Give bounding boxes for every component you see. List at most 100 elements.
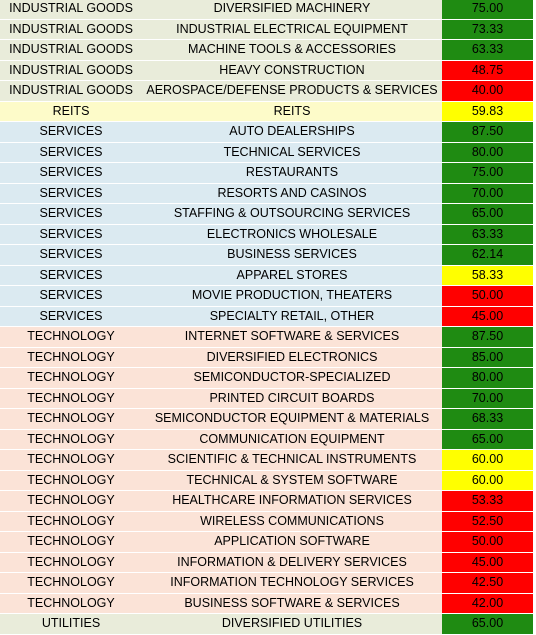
sector-cell[interactable]: TECHNOLOGY xyxy=(0,326,142,348)
sector-cell[interactable]: SERVICES xyxy=(0,142,142,163)
table-row: SERVICES AUTO DEALERSHIPS 87.50 xyxy=(0,121,533,143)
score-cell[interactable]: 45.00 xyxy=(442,552,533,573)
sector-cell[interactable]: INDUSTRIAL GOODS xyxy=(0,80,142,102)
industry-cell[interactable]: HEALTHCARE INFORMATION SERVICES xyxy=(142,490,442,512)
industry-cell[interactable]: ELECTRONICS WHOLESALE xyxy=(142,224,442,245)
industry-cell[interactable]: DIVERSIFIED MACHINERY xyxy=(142,0,442,20)
industry-cell[interactable]: STAFFING & OUTSOURCING SERVICES xyxy=(142,203,442,225)
score-cell[interactable]: 68.33 xyxy=(442,408,533,430)
sector-cell[interactable]: SERVICES xyxy=(0,244,142,266)
industry-cell[interactable]: BUSINESS SERVICES xyxy=(142,244,442,266)
sector-cell[interactable]: TECHNOLOGY xyxy=(0,367,142,389)
sector-cell[interactable]: REITS xyxy=(0,101,142,122)
sector-cell[interactable]: TECHNOLOGY xyxy=(0,449,142,471)
score-cell[interactable]: 52.50 xyxy=(442,511,533,532)
table-row: SERVICES ELECTRONICS WHOLESALE 63.33 xyxy=(0,224,533,245)
sector-cell[interactable]: TECHNOLOGY xyxy=(0,408,142,430)
score-cell[interactable]: 45.00 xyxy=(442,306,533,327)
industry-cell[interactable]: SPECIALTY RETAIL, OTHER xyxy=(142,306,442,327)
score-cell[interactable]: 42.00 xyxy=(442,593,533,614)
score-cell[interactable]: 50.00 xyxy=(442,285,533,307)
score-cell[interactable]: 65.00 xyxy=(442,203,533,225)
industry-cell[interactable]: HEAVY CONSTRUCTION xyxy=(142,60,442,81)
sector-cell[interactable]: TECHNOLOGY xyxy=(0,388,142,409)
industry-cell[interactable]: DIVERSIFIED UTILITIES xyxy=(142,613,442,635)
industry-cell[interactable]: WIRELESS COMMUNICATIONS xyxy=(142,511,442,532)
table-row: TECHNOLOGY HEALTHCARE INFORMATION SERVICE… xyxy=(0,490,533,512)
score-cell[interactable]: 80.00 xyxy=(442,142,533,163)
industry-cell[interactable]: MOVIE PRODUCTION, THEATERS xyxy=(142,285,442,307)
score-cell[interactable]: 85.00 xyxy=(442,347,533,368)
table-row: SERVICES RESTAURANTS 75.00 xyxy=(0,162,533,184)
score-cell[interactable]: 87.50 xyxy=(442,326,533,348)
industry-cell[interactable]: SEMICONDUCTOR-SPECIALIZED xyxy=(142,367,442,389)
sector-cell[interactable]: INDUSTRIAL GOODS xyxy=(0,19,142,40)
industry-cell[interactable]: AEROSPACE/DEFENSE PRODUCTS & SERVICES xyxy=(142,80,442,102)
industry-cell[interactable]: AUTO DEALERSHIPS xyxy=(142,121,442,143)
table-row: TECHNOLOGY INFORMATION TECHNOLOGY SERVICE… xyxy=(0,572,533,594)
sector-cell[interactable]: UTILITIES xyxy=(0,613,142,635)
score-cell[interactable]: 87.50 xyxy=(442,121,533,143)
score-cell[interactable]: 70.00 xyxy=(442,388,533,409)
industry-cell[interactable]: SEMICONDUCTOR EQUIPMENT & MATERIALS xyxy=(142,408,442,430)
score-cell[interactable]: 50.00 xyxy=(442,531,533,553)
score-cell[interactable]: 58.33 xyxy=(442,265,533,286)
industry-cell[interactable]: TECHNICAL & SYSTEM SOFTWARE xyxy=(142,470,442,491)
industry-cell[interactable]: BUSINESS SOFTWARE & SERVICES xyxy=(142,593,442,614)
score-cell[interactable]: 63.33 xyxy=(442,39,533,61)
score-cell[interactable]: 48.75 xyxy=(442,60,533,81)
sector-cell[interactable]: INDUSTRIAL GOODS xyxy=(0,39,142,61)
sector-cell[interactable]: TECHNOLOGY xyxy=(0,490,142,512)
sector-cell[interactable]: INDUSTRIAL GOODS xyxy=(0,0,142,20)
score-cell[interactable]: 80.00 xyxy=(442,367,533,389)
score-cell[interactable]: 60.00 xyxy=(442,449,533,471)
sector-cell[interactable]: TECHNOLOGY xyxy=(0,552,142,573)
score-cell[interactable]: 62.14 xyxy=(442,244,533,266)
industry-cell[interactable]: REITS xyxy=(142,101,442,122)
sector-cell[interactable]: SERVICES xyxy=(0,183,142,204)
score-cell[interactable]: 75.00 xyxy=(442,162,533,184)
industry-cell[interactable]: SCIENTIFIC & TECHNICAL INSTRUMENTS xyxy=(142,449,442,471)
sector-cell[interactable]: SERVICES xyxy=(0,285,142,307)
industry-cell[interactable]: DIVERSIFIED ELECTRONICS xyxy=(142,347,442,368)
score-cell[interactable]: 63.33 xyxy=(442,224,533,245)
sector-cell[interactable]: TECHNOLOGY xyxy=(0,470,142,491)
score-cell[interactable]: 65.00 xyxy=(442,613,533,635)
score-cell[interactable]: 59.83 xyxy=(442,101,533,122)
industry-cell[interactable]: RESTAURANTS xyxy=(142,162,442,184)
industry-cell[interactable]: INDUSTRIAL ELECTRICAL EQUIPMENT xyxy=(142,19,442,40)
sector-cell[interactable]: TECHNOLOGY xyxy=(0,531,142,553)
industry-cell[interactable]: MACHINE TOOLS & ACCESSORIES xyxy=(142,39,442,61)
industry-cell[interactable]: TECHNICAL SERVICES xyxy=(142,142,442,163)
score-cell[interactable]: 73.33 xyxy=(442,19,533,40)
industry-cell[interactable]: INFORMATION TECHNOLOGY SERVICES xyxy=(142,572,442,594)
sector-cell[interactable]: TECHNOLOGY xyxy=(0,511,142,532)
sector-cell[interactable]: SERVICES xyxy=(0,203,142,225)
sector-cell[interactable]: TECHNOLOGY xyxy=(0,429,142,450)
industry-cell[interactable]: PRINTED CIRCUIT BOARDS xyxy=(142,388,442,409)
score-cell[interactable]: 75.00 xyxy=(442,0,533,20)
industry-cell[interactable]: COMMUNICATION EQUIPMENT xyxy=(142,429,442,450)
score-cell[interactable]: 42.50 xyxy=(442,572,533,594)
industry-cell[interactable]: INTERNET SOFTWARE & SERVICES xyxy=(142,326,442,348)
sector-cell[interactable]: SERVICES xyxy=(0,306,142,327)
industry-cell[interactable]: APPAREL STORES xyxy=(142,265,442,286)
industry-cell[interactable]: RESORTS AND CASINOS xyxy=(142,183,442,204)
score-cell[interactable]: 40.00 xyxy=(442,80,533,102)
industry-cell[interactable]: APPLICATION SOFTWARE xyxy=(142,531,442,553)
sector-cell[interactable]: TECHNOLOGY xyxy=(0,572,142,594)
score-cell[interactable]: 65.00 xyxy=(442,429,533,450)
sector-cell[interactable]: TECHNOLOGY xyxy=(0,593,142,614)
sector-cell[interactable]: TECHNOLOGY xyxy=(0,347,142,368)
score-cell[interactable]: 53.33 xyxy=(442,490,533,512)
sector-cell[interactable]: SERVICES xyxy=(0,265,142,286)
industry-cell[interactable]: INFORMATION & DELIVERY SERVICES xyxy=(142,552,442,573)
sector-cell[interactable]: SERVICES xyxy=(0,162,142,184)
sector-cell[interactable]: INDUSTRIAL GOODS xyxy=(0,60,142,81)
score-cell[interactable]: 70.00 xyxy=(442,183,533,204)
sector-cell[interactable]: SERVICES xyxy=(0,121,142,143)
table-row: TECHNOLOGY BUSINESS SOFTWARE & SERVICES 42… xyxy=(0,593,533,614)
score-cell[interactable]: 60.00 xyxy=(442,470,533,491)
sector-cell[interactable]: SERVICES xyxy=(0,224,142,245)
